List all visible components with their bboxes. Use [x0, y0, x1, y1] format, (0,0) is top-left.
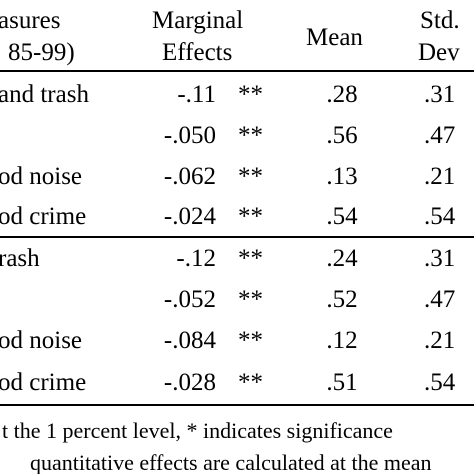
row-std: .54: [424, 369, 456, 396]
row-std: .47: [424, 122, 456, 149]
footnote-line2: quantitative effects are calculated at t…: [30, 450, 432, 474]
row-effect: -.052: [163, 286, 216, 313]
row-mean: .51: [326, 369, 358, 396]
row-significance: **: [238, 286, 263, 313]
row-label: and trash: [0, 81, 89, 108]
header-std-line2: Dev: [418, 39, 460, 66]
row-significance: **: [238, 163, 263, 190]
header-measures-line2: 85-99): [8, 39, 75, 66]
row-significance: **: [238, 369, 263, 396]
row-significance: **: [238, 203, 263, 230]
row-mean: .28: [326, 81, 358, 108]
header-std-line1: Std.: [420, 7, 460, 34]
row-mean: .24: [326, 245, 358, 272]
row-label: od crime: [0, 369, 87, 396]
row-std: .31: [424, 245, 456, 272]
section-rule: [0, 236, 474, 238]
row-mean: .54: [326, 203, 358, 230]
row-label: od noise: [0, 327, 83, 354]
row-mean: .13: [326, 163, 358, 190]
row-std: .54: [424, 203, 456, 230]
row-label: od noise: [0, 163, 83, 190]
header-measures-line1: asures: [0, 7, 61, 34]
row-mean: .52: [326, 286, 358, 313]
row-effect: -.024: [163, 203, 216, 230]
row-mean: .12: [326, 327, 358, 354]
row-label: od crime: [0, 203, 87, 230]
row-std: .47: [424, 286, 456, 313]
row-effect: -.028: [163, 369, 216, 396]
header-marginal-line1: Marginal: [152, 7, 244, 34]
bottom-rule: [0, 404, 474, 406]
row-significance: **: [238, 327, 263, 354]
header-rule: [0, 70, 474, 72]
row-effect: -.050: [163, 122, 216, 149]
row-effect: -.12: [176, 245, 216, 272]
row-effect: -.11: [177, 81, 216, 108]
footnote-line1: t the 1 percent level, * indicates signi…: [2, 418, 393, 443]
header-mean: Mean: [306, 24, 363, 51]
row-effect: -.062: [163, 163, 216, 190]
row-std: .31: [424, 81, 456, 108]
row-significance: **: [238, 245, 263, 272]
header-marginal-line2: Effects: [162, 39, 233, 66]
row-effect: -.084: [163, 327, 216, 354]
row-std: .21: [424, 163, 456, 190]
row-label: rash: [0, 245, 40, 272]
row-significance: **: [238, 122, 263, 149]
row-std: .21: [424, 327, 456, 354]
row-significance: **: [238, 81, 263, 108]
row-mean: .56: [326, 122, 358, 149]
